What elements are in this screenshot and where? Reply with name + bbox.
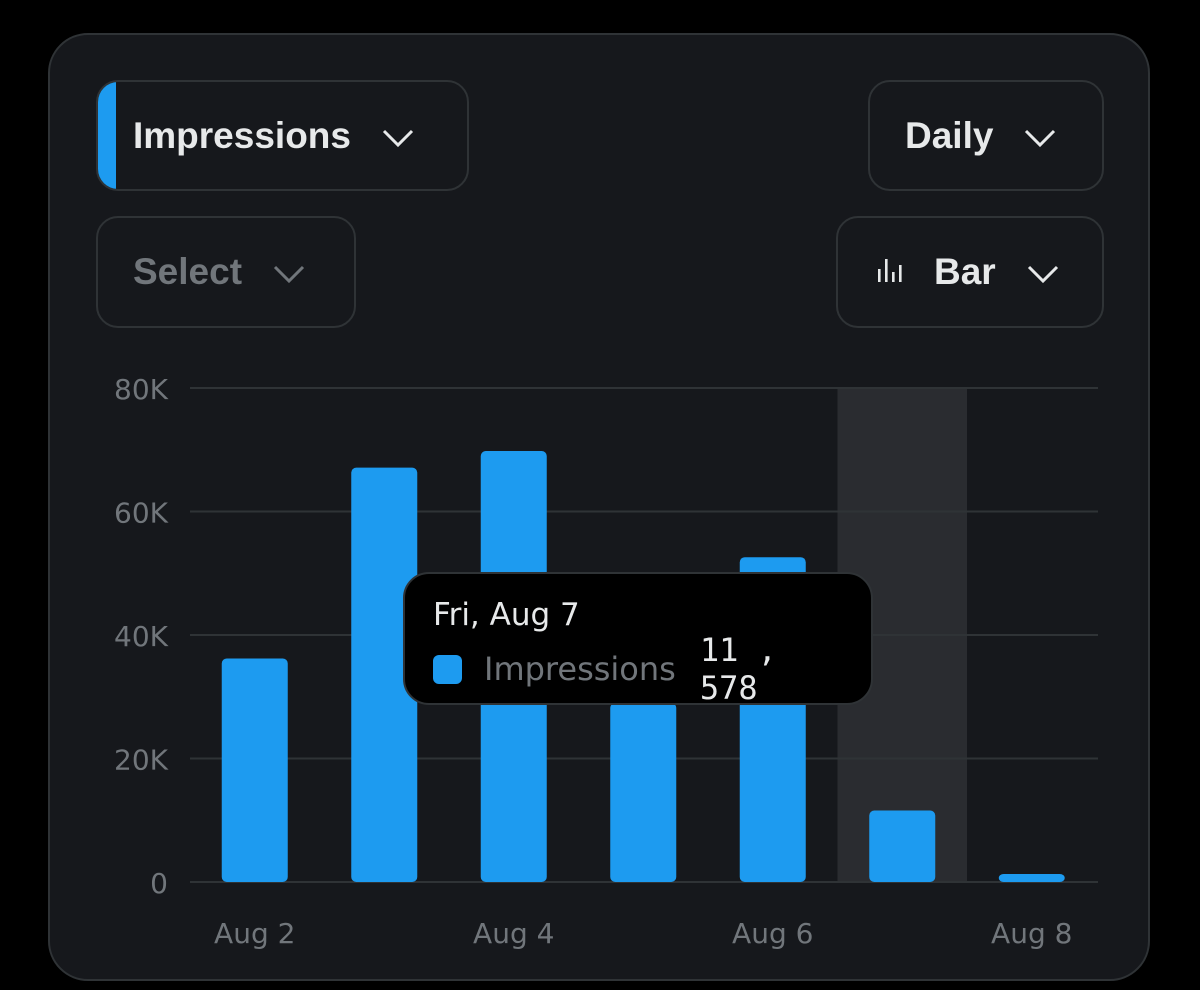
chart-type-dropdown[interactable]: Bar <box>836 216 1104 328</box>
bar <box>351 467 418 882</box>
bar <box>610 702 677 882</box>
tooltip-series-label: Impressions <box>484 650 676 688</box>
metric-accent-bar <box>98 82 116 189</box>
tooltip-row: Impressions 11 , 578 <box>433 631 843 707</box>
y-tick-label: 20K <box>114 744 169 777</box>
y-tick-label: 0 <box>150 867 168 900</box>
y-tick-label: 60K <box>114 497 169 530</box>
bar-chart-icon <box>876 251 906 293</box>
compare-dropdown-label: Select <box>133 251 243 292</box>
compare-dropdown[interactable]: Select <box>96 216 356 328</box>
chevron-down-icon <box>1023 115 1057 157</box>
chevron-down-icon <box>272 251 306 293</box>
bar <box>998 873 1065 882</box>
x-tick-label: Aug 8 <box>991 917 1072 950</box>
chevron-down-icon <box>381 115 415 157</box>
bar <box>869 810 936 882</box>
metric-dropdown[interactable]: Impressions <box>96 80 469 191</box>
period-dropdown-label: Daily <box>905 114 994 156</box>
y-tick-label: 80K <box>114 373 169 406</box>
x-tick-label: Aug 4 <box>473 917 554 950</box>
chart-type-dropdown-label: Bar <box>934 251 996 292</box>
tooltip-value: 11 , 578 <box>699 631 777 707</box>
x-tick-label: Aug 6 <box>732 917 813 950</box>
period-dropdown[interactable]: Daily <box>868 80 1104 191</box>
metric-dropdown-label: Impressions <box>133 114 351 156</box>
bar <box>221 658 288 882</box>
tooltip-date: Fri, Aug 7 <box>433 597 580 633</box>
chart-tooltip: Fri, Aug 7 Impressions 11 , 578 <box>403 572 873 707</box>
x-tick-label: Aug 2 <box>214 917 295 950</box>
y-tick-label: 40K <box>114 620 169 653</box>
chevron-down-icon <box>1026 251 1060 293</box>
tooltip-series-swatch <box>433 654 462 684</box>
